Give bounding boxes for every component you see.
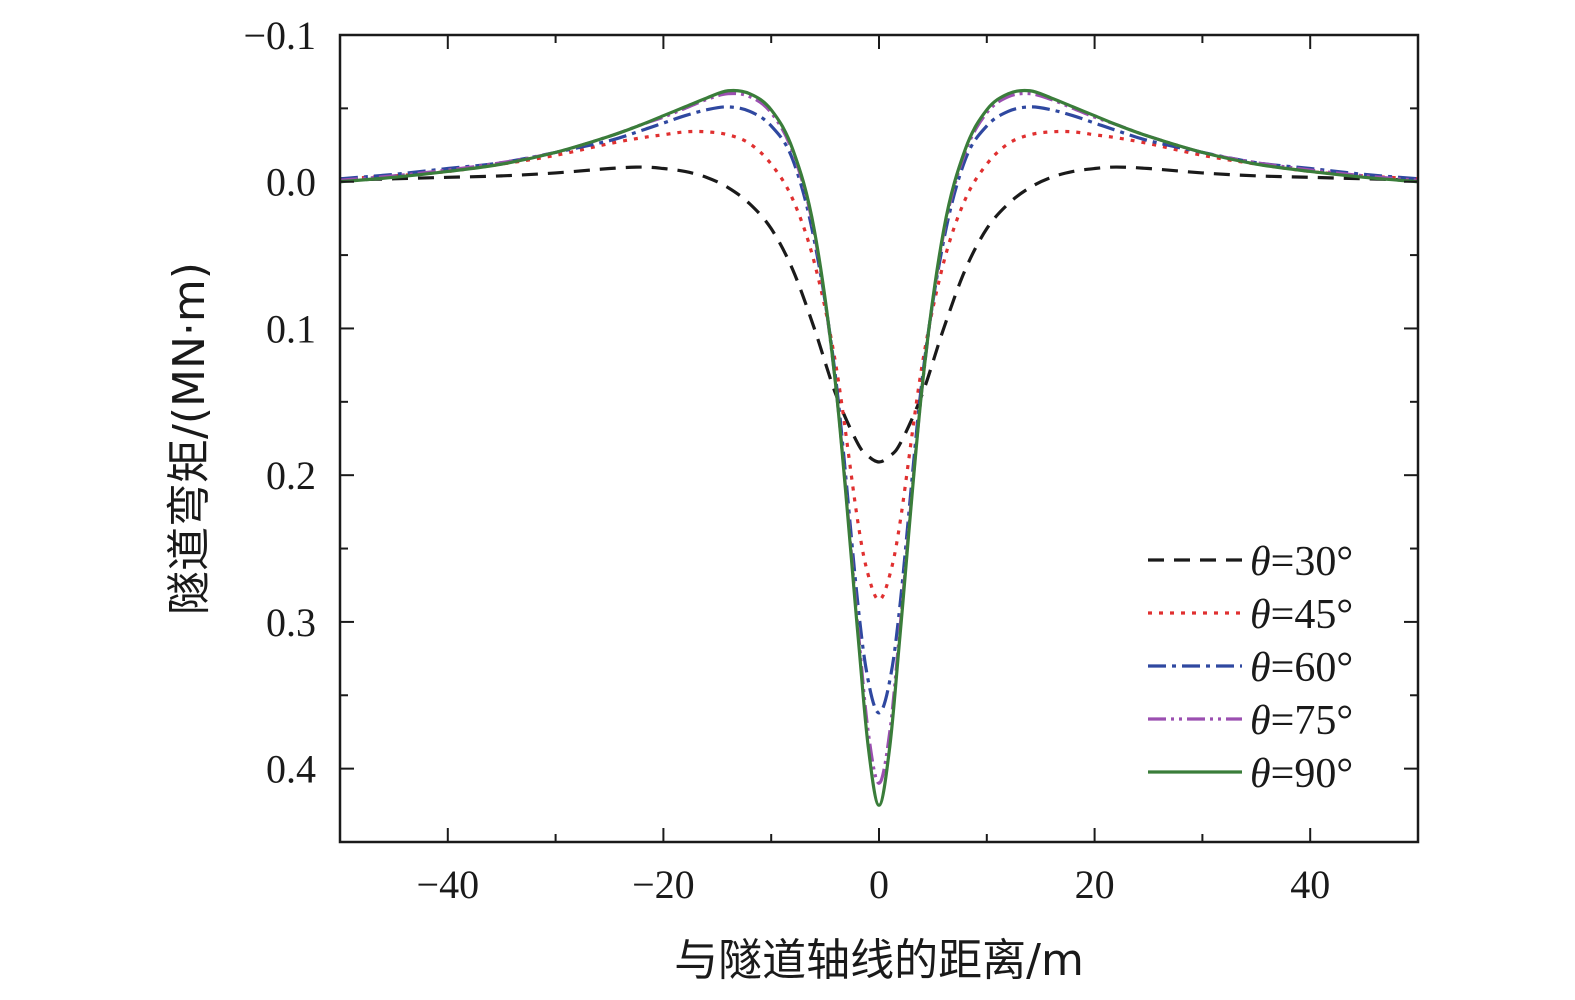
legend: θ=30° θ=45° θ=60° θ=75° θ=90°	[1148, 539, 1353, 797]
tick-labels: −40 −20 0 20 40 −0.1 0.0 0.1 0.2 0.3 0.4	[243, 13, 1330, 907]
x-tick-label: −40	[417, 862, 480, 907]
y-axis-title: 隧道弯矩/(MN·m)	[164, 262, 215, 615]
legend-label: θ=75°	[1250, 698, 1353, 744]
legend-label: θ=90°	[1250, 751, 1353, 797]
series-layer	[339, 88, 1419, 807]
y-tick-label: 0.2	[266, 453, 316, 498]
legend-label: θ=60°	[1250, 645, 1353, 691]
x-axis-title: 与隧道轴线的距离/m	[674, 935, 1084, 986]
x-tick-label: −20	[632, 862, 695, 907]
y-tick-label: 0.4	[266, 747, 316, 792]
y-tick-label: 0.3	[266, 600, 316, 645]
x-tick-label: 20	[1075, 862, 1115, 907]
y-tick-label: −0.1	[243, 13, 316, 58]
series-line-3	[339, 105, 1419, 715]
x-tick-label: 40	[1290, 862, 1330, 907]
legend-label: θ=45°	[1250, 592, 1353, 638]
y-tick-label: 0.1	[266, 306, 316, 351]
ticks-layer	[339, 34, 1419, 843]
series-line-2	[339, 129, 1419, 602]
y-tick-label: 0.0	[266, 160, 316, 205]
series-line-5	[339, 88, 1419, 807]
legend-label: θ=30°	[1250, 539, 1353, 585]
x-tick-label: 0	[869, 862, 889, 907]
series-line-1	[339, 165, 1419, 464]
